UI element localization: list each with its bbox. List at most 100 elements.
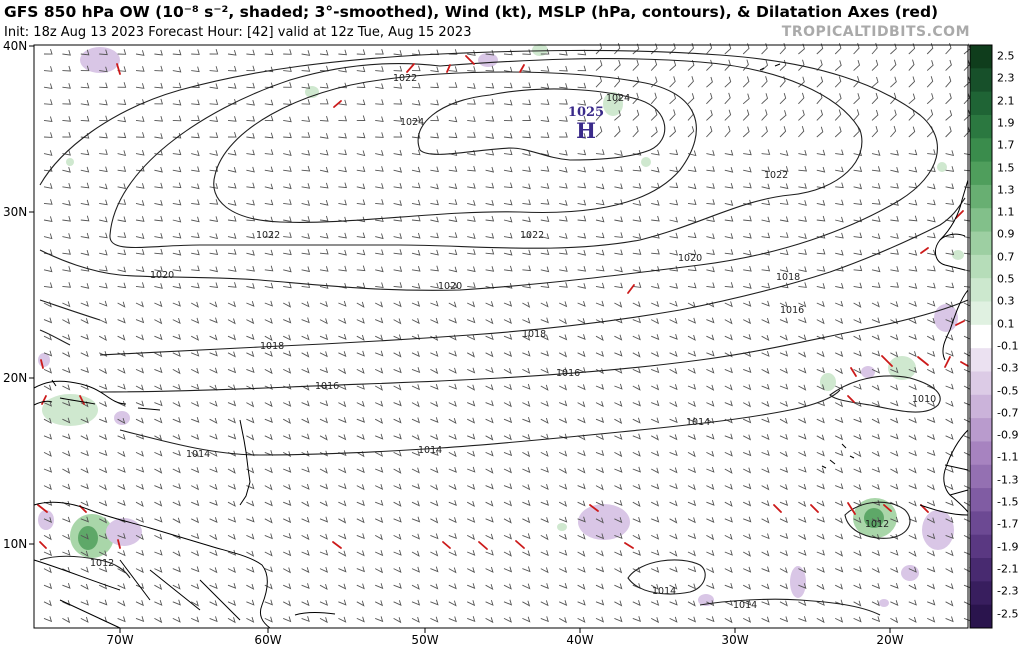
wind-barb bbox=[154, 500, 163, 507]
wind-barb bbox=[522, 132, 532, 139]
wind-barb bbox=[945, 282, 955, 289]
wind-barb bbox=[209, 600, 218, 607]
wind-barb bbox=[154, 516, 163, 523]
wind-barb bbox=[853, 301, 862, 308]
wind-barb bbox=[577, 166, 587, 173]
wind-barb bbox=[356, 616, 365, 623]
wind-barb bbox=[154, 334, 163, 341]
wind-barb bbox=[98, 334, 107, 342]
wind-barb bbox=[99, 166, 108, 173]
wind-barb bbox=[154, 417, 163, 424]
wind-barb bbox=[338, 550, 347, 557]
wind-barb bbox=[632, 567, 641, 574]
wind-barb bbox=[411, 199, 421, 206]
wind-barb bbox=[246, 367, 255, 374]
wind-barb bbox=[614, 266, 623, 273]
wind-barb bbox=[559, 83, 568, 89]
wind-barb bbox=[43, 550, 53, 557]
wind-barb bbox=[80, 49, 90, 56]
wind-barb bbox=[559, 566, 568, 573]
wind-barb bbox=[356, 334, 365, 341]
wind-barb bbox=[743, 533, 752, 540]
wind-barb bbox=[135, 233, 145, 240]
wind-barb bbox=[926, 109, 934, 121]
wind-barb bbox=[798, 125, 805, 138]
wind-barb bbox=[117, 567, 126, 574]
wind-barb bbox=[614, 466, 623, 473]
wind-barb bbox=[99, 66, 108, 73]
wind-barb bbox=[375, 48, 384, 55]
wind-barb bbox=[871, 249, 881, 256]
colorbar-label: -2.5 bbox=[997, 607, 1019, 620]
wind-barb bbox=[724, 125, 731, 138]
wind-barb bbox=[522, 600, 531, 607]
wind-barb bbox=[282, 600, 292, 607]
wind-barb bbox=[283, 517, 292, 524]
colorbar-label: -0.9 bbox=[997, 428, 1019, 442]
wind-barb bbox=[62, 200, 71, 206]
wind-barb bbox=[614, 76, 621, 88]
wind-barb bbox=[908, 367, 917, 374]
wind-barb bbox=[927, 583, 936, 590]
wind-barb bbox=[798, 334, 807, 341]
wind-barb bbox=[761, 282, 771, 289]
wind-barb bbox=[835, 417, 844, 424]
wind-barb bbox=[835, 317, 844, 324]
wind-barb bbox=[540, 384, 549, 391]
wind-barb bbox=[871, 367, 881, 374]
lon-label-30w: 30W bbox=[721, 633, 749, 647]
wind-barb bbox=[614, 59, 621, 71]
wind-barb bbox=[798, 567, 807, 574]
wind-barb bbox=[743, 367, 752, 374]
isobar-label: 1016 bbox=[315, 381, 339, 392]
wind-barb bbox=[375, 334, 384, 341]
wind-barb bbox=[135, 549, 145, 556]
wind-barb bbox=[798, 317, 807, 324]
wind-barb bbox=[172, 599, 181, 606]
wind-barb bbox=[724, 282, 734, 288]
wind-barb bbox=[632, 59, 639, 71]
isobar-labels: 1022 1024 1024 1022 1022 1022 1020 1020 … bbox=[90, 73, 936, 611]
isobar-label: 1010 bbox=[912, 394, 936, 405]
wind-barb bbox=[430, 282, 439, 289]
wind-barb bbox=[540, 66, 550, 72]
wind-barb bbox=[485, 417, 494, 424]
wind-barb bbox=[430, 232, 439, 239]
isobar-label: 1014 bbox=[733, 600, 757, 611]
wind-barb bbox=[522, 383, 531, 390]
wind-barb bbox=[117, 417, 126, 425]
wind-barb bbox=[430, 599, 439, 606]
colorbar-swatch bbox=[970, 464, 992, 489]
wind-barb bbox=[62, 516, 71, 523]
wind-barb bbox=[356, 600, 365, 607]
wind-barb bbox=[485, 232, 495, 239]
wind-barb bbox=[945, 533, 954, 540]
wind-barb bbox=[927, 232, 936, 239]
wind-barb bbox=[687, 232, 697, 239]
wind-barb bbox=[43, 367, 53, 374]
wind-barb bbox=[485, 283, 495, 289]
colorbar-label: 0.7 bbox=[997, 250, 1015, 264]
wind-barb bbox=[742, 109, 750, 121]
wind-barb bbox=[945, 59, 952, 71]
wind-barb bbox=[835, 533, 844, 540]
wind-barb bbox=[135, 400, 145, 407]
wind-barb bbox=[614, 150, 623, 157]
wind-barb bbox=[540, 583, 549, 590]
wind-barb bbox=[632, 549, 641, 556]
wind-barb bbox=[559, 65, 568, 72]
wind-barb bbox=[816, 549, 825, 556]
wind-barb bbox=[43, 483, 52, 490]
wind-barb bbox=[62, 433, 71, 440]
wind-barb bbox=[595, 417, 605, 423]
wind-barb bbox=[264, 149, 274, 155]
wind-barb bbox=[172, 265, 182, 272]
wind-barb bbox=[540, 166, 550, 172]
wind-barb bbox=[559, 131, 568, 138]
wind-barb bbox=[246, 149, 255, 156]
wind-barb bbox=[411, 516, 421, 523]
lon-label-50w: 50W bbox=[411, 633, 439, 647]
wind-barb bbox=[411, 283, 421, 289]
wind-barb bbox=[540, 233, 550, 240]
wind-barb bbox=[43, 567, 52, 574]
